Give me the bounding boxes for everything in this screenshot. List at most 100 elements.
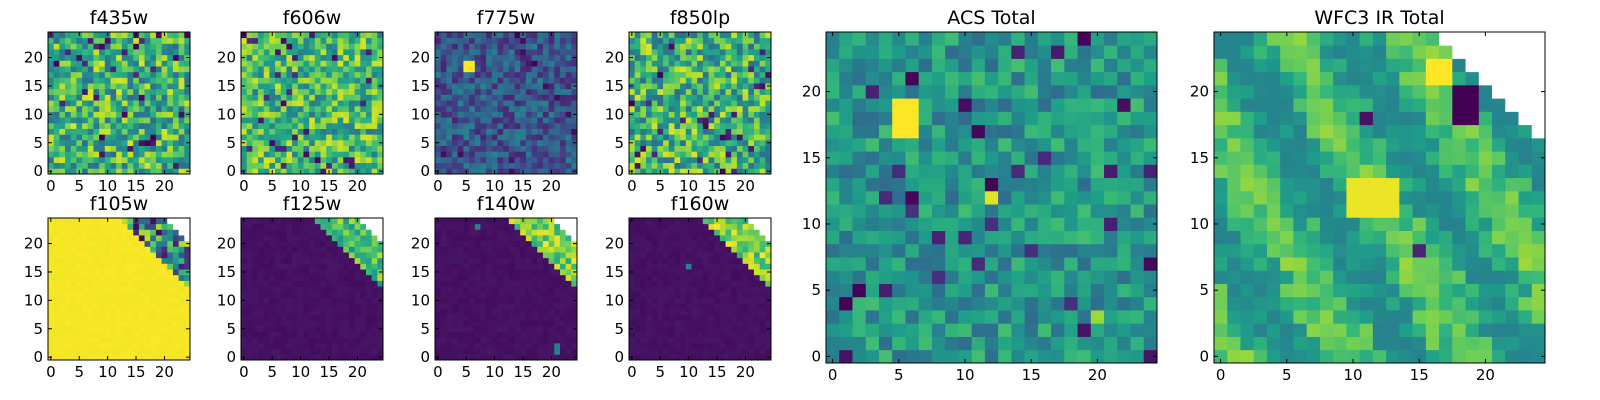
heatmap-cell <box>292 60 299 67</box>
heatmap-cell <box>736 88 743 95</box>
heatmap-cell <box>360 83 367 90</box>
heatmap-cell <box>469 71 476 78</box>
heatmap-cell <box>668 71 675 78</box>
heatmap-cell <box>971 217 986 231</box>
heatmap-cell <box>1143 230 1158 245</box>
heatmap-cell <box>702 117 709 124</box>
heatmap-cell <box>65 134 72 141</box>
heatmap-cell <box>1130 84 1145 99</box>
heatmap-cell <box>99 151 106 158</box>
heatmap-cell <box>377 100 384 107</box>
heatmap-cell <box>371 297 378 304</box>
heatmap-cell <box>905 204 920 218</box>
heatmap-cell <box>463 43 470 50</box>
y-tick-label: 20 <box>217 235 236 253</box>
plot-frame <box>240 217 384 361</box>
heatmap-cell <box>1024 137 1039 152</box>
heatmap-cell <box>343 49 350 56</box>
heatmap-cell <box>99 342 106 350</box>
heatmap-cell <box>252 342 259 350</box>
heatmap-cell <box>48 71 55 78</box>
heatmap-cell <box>474 280 481 287</box>
heatmap-cell <box>685 100 692 107</box>
heatmap-cell <box>440 100 447 107</box>
heatmap-cell <box>742 151 749 158</box>
heatmap-cell <box>452 111 459 118</box>
x-tick-label: 0 <box>239 363 249 381</box>
heatmap-cell <box>320 354 327 361</box>
heatmap-cell <box>554 303 561 310</box>
heatmap-cell <box>559 325 567 332</box>
heatmap-cell <box>127 337 134 344</box>
heatmap-cell <box>138 303 145 310</box>
heatmap-cell <box>292 32 299 39</box>
heatmap-cell <box>971 283 986 298</box>
heatmap-cell <box>531 151 538 158</box>
heatmap-cell <box>144 354 151 361</box>
heatmap-cell <box>548 314 555 321</box>
heatmap-cell <box>646 156 653 164</box>
heatmap-cell <box>172 49 180 56</box>
heatmap-cell <box>161 54 168 61</box>
heatmap-cell <box>48 286 55 293</box>
y-tick-label: 20 <box>802 83 821 101</box>
heatmap-cell <box>958 217 973 231</box>
heatmap-cell <box>280 122 287 129</box>
heatmap-cell <box>70 252 77 259</box>
heatmap-cell <box>640 117 647 124</box>
x-tick-label: 10 <box>955 366 974 384</box>
heatmap-cell <box>116 229 123 236</box>
heatmap-cell <box>309 280 316 287</box>
heatmap-cell <box>258 354 265 361</box>
heatmap-cell <box>865 310 880 324</box>
heatmap-cell <box>651 134 658 141</box>
heatmap-cell <box>931 45 946 59</box>
heatmap-cell <box>269 111 276 118</box>
heatmap-cell <box>121 128 128 135</box>
heatmap-cell <box>542 77 549 84</box>
heatmap-cell <box>554 162 561 169</box>
heatmap-cell <box>70 331 77 338</box>
heatmap-cell <box>48 88 55 95</box>
heatmap-cell <box>167 156 174 164</box>
heatmap-cell <box>480 269 487 276</box>
heatmap-cell <box>520 94 527 101</box>
heatmap-cell <box>178 49 185 56</box>
heatmap-cell <box>59 286 66 293</box>
heatmap-cell <box>697 43 704 50</box>
heatmap-cell <box>303 291 310 298</box>
heatmap-cell <box>371 257 378 264</box>
heatmap-cell <box>958 323 973 337</box>
heatmap-cell <box>87 314 94 321</box>
heatmap-cell <box>70 37 77 44</box>
heatmap-cell <box>343 32 350 39</box>
heatmap-cell <box>263 218 270 225</box>
heatmap-cell <box>525 122 532 129</box>
heatmap-cell <box>275 257 282 264</box>
heatmap-cell <box>155 117 162 124</box>
heatmap-cell <box>765 77 772 84</box>
heatmap-cell <box>70 240 77 247</box>
heatmap-cell <box>87 43 94 50</box>
heatmap-cell <box>343 263 350 270</box>
heatmap-cell <box>446 348 453 355</box>
heatmap-cell <box>742 43 749 50</box>
heatmap-cell <box>121 43 128 50</box>
heatmap-cell <box>70 168 77 175</box>
heatmap-cell <box>65 37 72 44</box>
heatmap-cell <box>184 71 191 78</box>
heatmap-cell <box>343 246 350 253</box>
heatmap-cell <box>892 349 906 364</box>
heatmap-cell <box>246 240 253 247</box>
heatmap-cell <box>110 71 117 78</box>
heatmap-cell <box>161 71 168 78</box>
heatmap-cell <box>554 77 561 84</box>
heatmap-cell <box>104 235 111 242</box>
heatmap-cell <box>269 105 276 112</box>
heatmap-cell <box>167 162 174 169</box>
heatmap-cell <box>48 49 55 56</box>
heatmap-cell <box>138 88 145 95</box>
heatmap-cell <box>280 77 287 84</box>
heatmap-cell <box>241 342 248 350</box>
heatmap-cell <box>309 297 316 304</box>
